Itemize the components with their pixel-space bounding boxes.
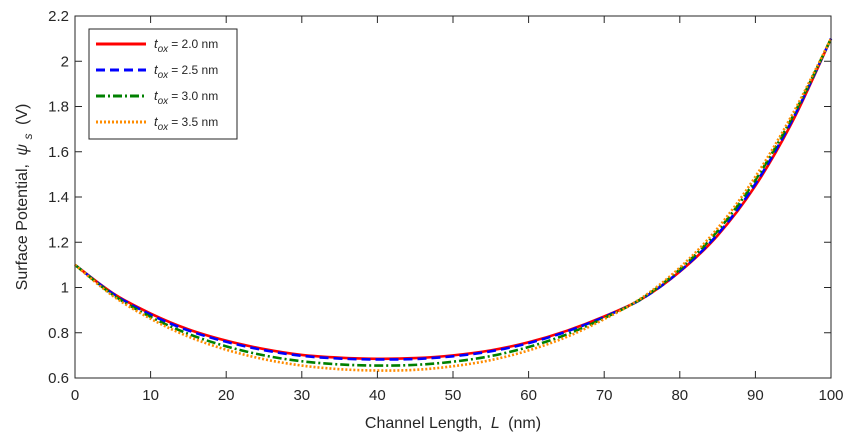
y-tick-label: 1.4 bbox=[48, 189, 69, 206]
legend-label-4: tox = 3.5 nm bbox=[154, 114, 218, 133]
y-tick-label: 1 bbox=[61, 280, 69, 297]
x-tick-label: 90 bbox=[747, 387, 764, 404]
legend-symbol: t bbox=[154, 114, 159, 129]
x-axis-label: Channel Length, L (nm) bbox=[365, 415, 541, 432]
legend-symbol: t bbox=[154, 88, 159, 103]
x-tick-label: 0 bbox=[71, 387, 79, 404]
y-tick-label: 1.2 bbox=[48, 234, 69, 251]
x-axis-label-prefix: Channel Length, bbox=[365, 415, 482, 432]
y-tick-label: 1.6 bbox=[48, 144, 69, 161]
x-tick-label: 50 bbox=[445, 387, 462, 404]
legend-value: = 3.0 nm bbox=[171, 89, 218, 103]
legend-label-3: tox = 3.0 nm bbox=[154, 88, 218, 107]
legend-label-2: tox = 2.5 nm bbox=[154, 62, 218, 81]
y-axis-label-symbol: ψ bbox=[14, 144, 31, 156]
x-tick-label: 60 bbox=[520, 387, 537, 404]
x-tick-label: 80 bbox=[671, 387, 688, 404]
x-tick-label: 20 bbox=[218, 387, 235, 404]
legend-label-1: tox = 2.0 nm bbox=[154, 36, 218, 55]
y-tick-label: 2.2 bbox=[48, 8, 69, 25]
y-tick-label: 0.8 bbox=[48, 325, 69, 342]
x-axis-label-unit: (nm) bbox=[508, 415, 541, 432]
x-tick-label: 30 bbox=[293, 387, 310, 404]
x-tick-labels: 0 10 20 30 40 50 60 70 80 90 100 bbox=[71, 387, 844, 404]
legend-subscript: ox bbox=[158, 122, 170, 133]
y-tick-label: 2 bbox=[61, 53, 69, 70]
y-tick-label: 1.8 bbox=[48, 99, 69, 116]
y-tick-labels: 0.6 0.8 1 1.2 1.4 1.6 1.8 2 2.2 bbox=[48, 8, 69, 387]
series-line-2 bbox=[74, 38, 833, 361]
series-layer bbox=[74, 38, 833, 372]
legend-value: = 3.5 nm bbox=[171, 115, 218, 129]
plot-frame bbox=[74, 15, 832, 379]
legend-symbol: t bbox=[154, 36, 159, 51]
legend-value: = 2.5 nm bbox=[171, 63, 218, 77]
x-tick-label: 70 bbox=[596, 387, 613, 404]
legend-value: = 2.0 nm bbox=[171, 37, 218, 51]
y-axis-label: Surface Potential, ψ s (V) bbox=[14, 104, 36, 291]
legend-subscript: ox bbox=[158, 96, 170, 107]
y-axis-label-unit: (V) bbox=[14, 104, 31, 125]
legend-subscript: ox bbox=[158, 44, 170, 55]
x-tick-label: 40 bbox=[369, 387, 386, 404]
x-tick-label: 10 bbox=[142, 387, 159, 404]
y-axis-label-subscript: s bbox=[21, 133, 35, 139]
y-axis-label-prefix: Surface Potential, bbox=[14, 164, 31, 290]
legend-symbol: t bbox=[154, 62, 159, 77]
series-line-4 bbox=[74, 38, 833, 372]
x-tick-label: 100 bbox=[818, 387, 843, 404]
legend-subscript: ox bbox=[158, 70, 170, 81]
x-axis-label-symbol: L bbox=[491, 415, 500, 432]
y-tick-label: 0.6 bbox=[48, 370, 69, 387]
series-line-3 bbox=[74, 38, 833, 367]
